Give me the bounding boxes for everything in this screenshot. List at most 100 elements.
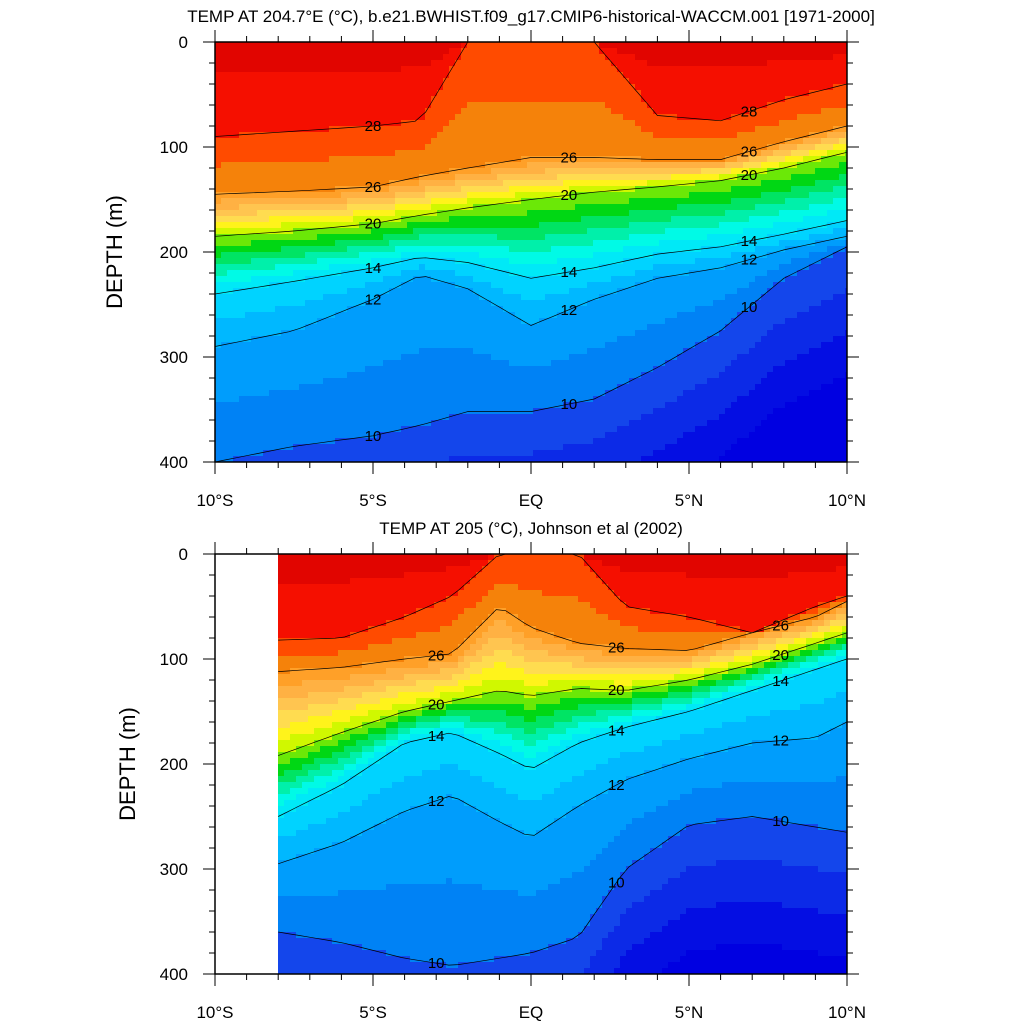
contour-cell xyxy=(365,126,372,133)
contour-cell xyxy=(347,342,354,349)
contour-cell xyxy=(245,414,252,421)
contour-cell xyxy=(467,318,474,325)
contour-cell xyxy=(323,336,330,343)
contour-cell xyxy=(371,186,378,193)
contour-cell xyxy=(245,396,252,403)
contour-cell xyxy=(215,456,222,462)
contour-cell xyxy=(557,348,564,355)
contour-cell xyxy=(407,390,414,397)
contour-cell xyxy=(365,78,372,85)
contour-cell xyxy=(527,96,534,103)
contour-cell xyxy=(347,120,354,127)
contour-cell xyxy=(485,294,492,301)
contour-cell xyxy=(569,138,576,145)
contour-cell xyxy=(515,234,522,241)
contour-cell xyxy=(263,198,270,205)
contour-cell xyxy=(335,456,342,462)
contour-cell xyxy=(503,420,510,427)
contour-cell xyxy=(281,408,288,415)
contour-cell xyxy=(263,192,270,199)
contour-cell xyxy=(581,96,588,103)
contour-cell xyxy=(611,78,618,85)
contour-cell xyxy=(383,330,390,337)
contour-cell xyxy=(395,378,402,385)
contour-cell xyxy=(263,120,270,127)
contour-cell xyxy=(563,330,570,337)
contour-cell xyxy=(587,408,594,415)
contour-cell xyxy=(407,48,414,55)
contour-cell xyxy=(539,204,546,211)
contour-cell xyxy=(401,438,408,445)
contour-cell xyxy=(347,84,354,91)
contour-cell xyxy=(563,78,570,85)
contour-cell xyxy=(245,186,252,193)
contour-cell xyxy=(419,60,426,67)
contour-cell xyxy=(239,42,246,49)
contour-cell xyxy=(257,246,264,253)
contour-cell xyxy=(491,42,498,49)
contour-cell xyxy=(431,282,438,289)
contour-cell xyxy=(503,270,510,277)
contour-cell xyxy=(389,174,396,181)
contour-cell xyxy=(581,444,588,451)
contour-cell xyxy=(635,48,642,55)
contour-cell xyxy=(347,348,354,355)
contour-cell xyxy=(317,312,324,319)
contour-cell xyxy=(605,108,612,115)
contour-cell xyxy=(323,414,330,421)
contour-cell xyxy=(443,438,450,445)
contour-cell xyxy=(383,72,390,79)
contour-cell xyxy=(455,198,462,205)
contour-cell xyxy=(581,180,588,187)
contour-cell xyxy=(269,312,276,319)
contour-cell xyxy=(605,96,612,103)
contour-cell xyxy=(317,132,324,139)
contour-cell xyxy=(365,228,372,235)
contour-cell xyxy=(623,156,630,163)
contour-cell xyxy=(485,114,492,121)
contour-cell xyxy=(599,198,606,205)
contour-cell xyxy=(605,102,612,109)
contour-cell xyxy=(335,336,342,343)
contour-cell xyxy=(395,282,402,289)
contour-cell xyxy=(521,72,528,79)
contour-cell xyxy=(527,384,534,391)
contour-cell xyxy=(569,192,576,199)
contour-cell xyxy=(443,324,450,331)
contour-cell xyxy=(251,198,258,205)
contour-cell xyxy=(425,408,432,415)
contour-cell xyxy=(497,192,504,199)
contour-cell xyxy=(257,444,264,451)
contour-cell xyxy=(617,48,624,55)
contour-cell xyxy=(455,396,462,403)
contour-cell xyxy=(341,120,348,127)
contour-cell xyxy=(587,228,594,235)
contour-cell xyxy=(527,42,534,49)
contour-cell xyxy=(563,144,570,151)
contour-cell xyxy=(581,108,588,115)
contour-cell xyxy=(545,126,552,133)
contour-cell xyxy=(515,312,522,319)
contour-cell xyxy=(377,120,384,127)
contour-cell xyxy=(497,150,504,157)
contour-cell xyxy=(461,348,468,355)
contour-cell xyxy=(263,60,270,67)
contour-cell xyxy=(233,174,240,181)
contour-cell xyxy=(569,132,576,139)
contour-cell xyxy=(467,180,474,187)
contour-cell xyxy=(227,408,234,415)
contour-cell xyxy=(593,204,600,211)
contour-cell xyxy=(215,42,222,49)
contour-cell xyxy=(425,300,432,307)
contour-cell xyxy=(623,234,630,241)
contour-cell xyxy=(521,162,528,169)
contour-cell xyxy=(215,450,222,457)
contour-cell xyxy=(593,102,600,109)
contour-cell xyxy=(263,84,270,91)
contour-cell xyxy=(515,96,522,103)
contour-cell xyxy=(365,132,372,139)
contour-cell xyxy=(443,90,450,97)
contour-cell xyxy=(551,96,558,103)
contour-cell xyxy=(257,150,264,157)
contour-cell xyxy=(449,306,456,313)
